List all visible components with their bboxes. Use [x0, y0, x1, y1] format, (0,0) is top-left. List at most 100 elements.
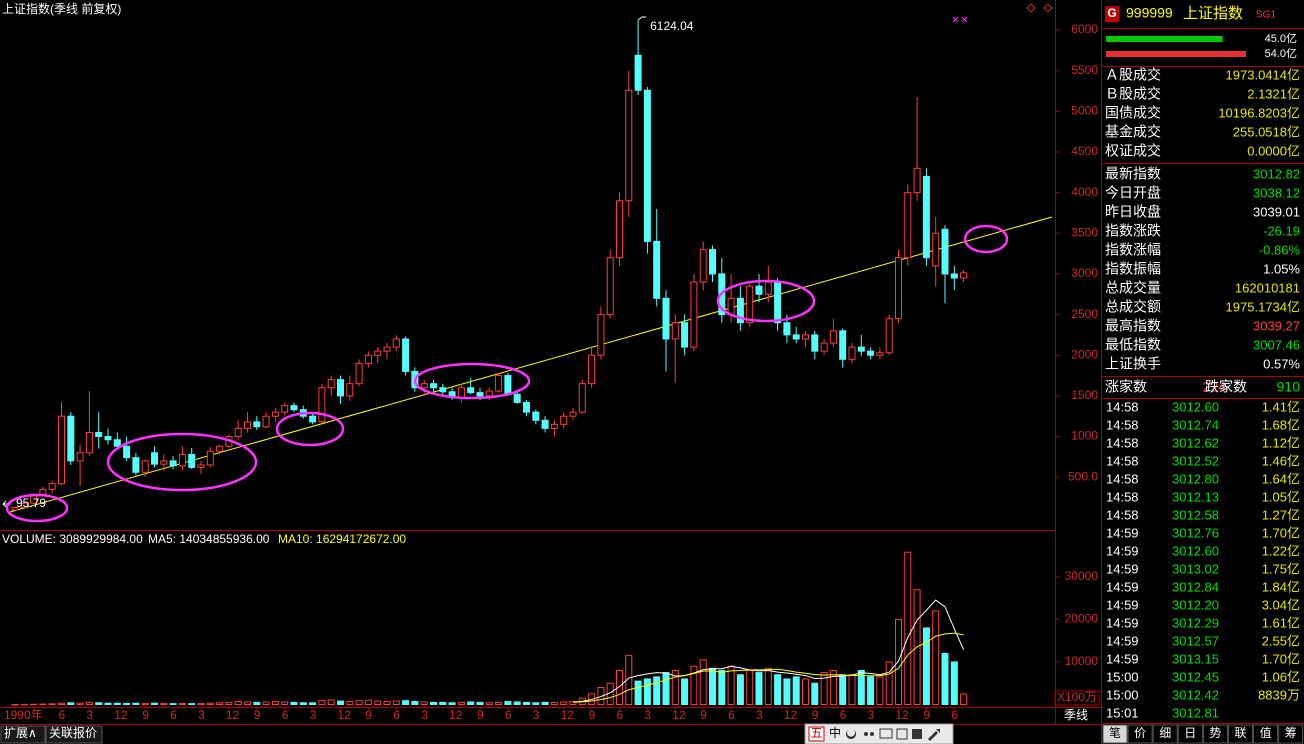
trade-cell: 3012.76 — [1172, 525, 1219, 540]
x-tick-label: 12 — [672, 708, 686, 722]
tool-icon[interactable] — [928, 729, 940, 741]
row-label: 最新指数 — [1105, 166, 1161, 182]
volume-bar — [402, 700, 410, 705]
volume-bar — [346, 701, 354, 705]
candle-body — [960, 272, 968, 279]
highlight-ellipse — [106, 432, 258, 492]
breadth-label: 跌家数 — [1205, 379, 1247, 395]
highlight-ellipse — [275, 411, 345, 447]
tab[interactable] — [1177, 724, 1203, 744]
x-tick-label: 9 — [589, 708, 596, 722]
volume-bar — [299, 702, 307, 705]
breadth-value: 910 — [1277, 379, 1301, 395]
y-tick-label: 30000 — [1065, 569, 1099, 583]
volume-bar — [690, 665, 698, 705]
unit-label: X100万 — [1057, 690, 1097, 704]
tab[interactable] — [1253, 724, 1279, 744]
candle-body — [206, 450, 214, 466]
tab-label[interactable]: 值 — [1260, 725, 1272, 740]
footer-tab[interactable]: 扩展∧ — [4, 726, 37, 740]
tab[interactable] — [1228, 724, 1253, 744]
row-label: 指数振幅 — [1105, 261, 1161, 277]
stock-name: 上证指数 — [1183, 5, 1243, 22]
trade-cell: 14:58 — [1106, 399, 1139, 414]
volume-bar — [550, 701, 558, 706]
tab[interactable] — [1152, 724, 1178, 744]
candle-body — [76, 452, 84, 462]
row-label: 昨日收盘 — [1105, 204, 1161, 220]
tab[interactable] — [1102, 724, 1128, 744]
candle-body — [467, 387, 475, 394]
volume-bar — [634, 680, 642, 706]
close-icon — [952, 16, 968, 23]
volume-bar — [392, 700, 400, 706]
tab-label[interactable]: 笔 — [1109, 725, 1121, 740]
tab-label[interactable]: 细 — [1159, 726, 1171, 740]
tool[interactable]: 中 — [829, 725, 841, 740]
candle-body — [457, 387, 465, 398]
keyboard-icon[interactable] — [879, 728, 893, 739]
y-tick-label: 1500 — [1071, 388, 1098, 402]
footer-tab[interactable]: 关联报价 — [49, 725, 97, 740]
volume-bar — [448, 702, 456, 705]
trade-cell: 1.27亿 — [1262, 507, 1300, 522]
x-tick-label: 6 — [728, 708, 735, 722]
candle-body — [392, 338, 400, 348]
dot-icon[interactable] — [870, 732, 874, 736]
row-value: 1.05% — [1263, 261, 1300, 276]
volume-bar — [783, 678, 791, 705]
tab[interactable] — [0, 725, 46, 744]
tab-label[interactable]: 筹 — [1285, 726, 1297, 740]
trade-cell: 14:59 — [1106, 543, 1139, 558]
volume-bar — [820, 672, 828, 705]
x-tick-label: 12 — [896, 708, 910, 722]
grid-icon[interactable] — [912, 729, 922, 739]
high-pointer — [637, 16, 647, 21]
breadth-label: 涨家数 — [1105, 379, 1147, 395]
candle-body — [755, 285, 763, 295]
tab-label[interactable]: 势 — [1209, 726, 1221, 740]
candle-body — [20, 502, 28, 508]
candle-body — [113, 439, 121, 447]
x-tick-label: 3 — [868, 708, 875, 722]
tool-box[interactable] — [808, 726, 825, 742]
tab-label[interactable]: 联 — [1234, 726, 1246, 740]
tab[interactable] — [1127, 724, 1153, 744]
volume-bar — [541, 701, 549, 706]
tab-label[interactable]: 价 — [1134, 726, 1146, 740]
candle-body — [85, 431, 93, 454]
row-label: 指数涨幅 — [1105, 242, 1161, 258]
volume-bar — [58, 702, 65, 705]
candle-body — [829, 330, 837, 344]
volume-bar — [811, 682, 819, 706]
tool[interactable]: 五 — [810, 726, 822, 740]
volume-bar — [802, 678, 809, 705]
trade-cell: 3012.29 — [1172, 615, 1219, 630]
volume-bar — [616, 669, 623, 705]
row-value: 3007.46 — [1253, 337, 1300, 352]
volume-bar — [169, 703, 177, 706]
volume-bar — [355, 700, 363, 705]
tab-label[interactable]: 日 — [1184, 726, 1196, 740]
x-tick-label: 9 — [923, 708, 930, 722]
trade-cell: 3.04亿 — [1262, 597, 1300, 612]
tool-icons — [846, 728, 940, 741]
tab[interactable] — [1278, 724, 1304, 744]
volume-bar — [504, 701, 512, 705]
candle-body — [216, 445, 224, 452]
dot-icon[interactable] — [864, 732, 868, 736]
volume-bar — [30, 703, 38, 706]
trade-cell: 1.75亿 — [1262, 561, 1300, 576]
user-icon[interactable] — [896, 728, 908, 740]
volume-bar — [132, 702, 140, 705]
candle-body — [597, 314, 605, 356]
row-value: 1973.0414亿 — [1226, 67, 1300, 82]
trade-cell: 14:58 — [1106, 471, 1139, 486]
moon-icon[interactable] — [846, 730, 857, 739]
tab[interactable] — [45, 725, 103, 744]
row-label: 上证换手 — [1105, 356, 1161, 372]
flow-label: 45.0亿 — [1265, 32, 1297, 45]
tab[interactable] — [1202, 724, 1228, 744]
x-tick-label: 6 — [170, 708, 177, 722]
candle-body — [848, 346, 856, 360]
